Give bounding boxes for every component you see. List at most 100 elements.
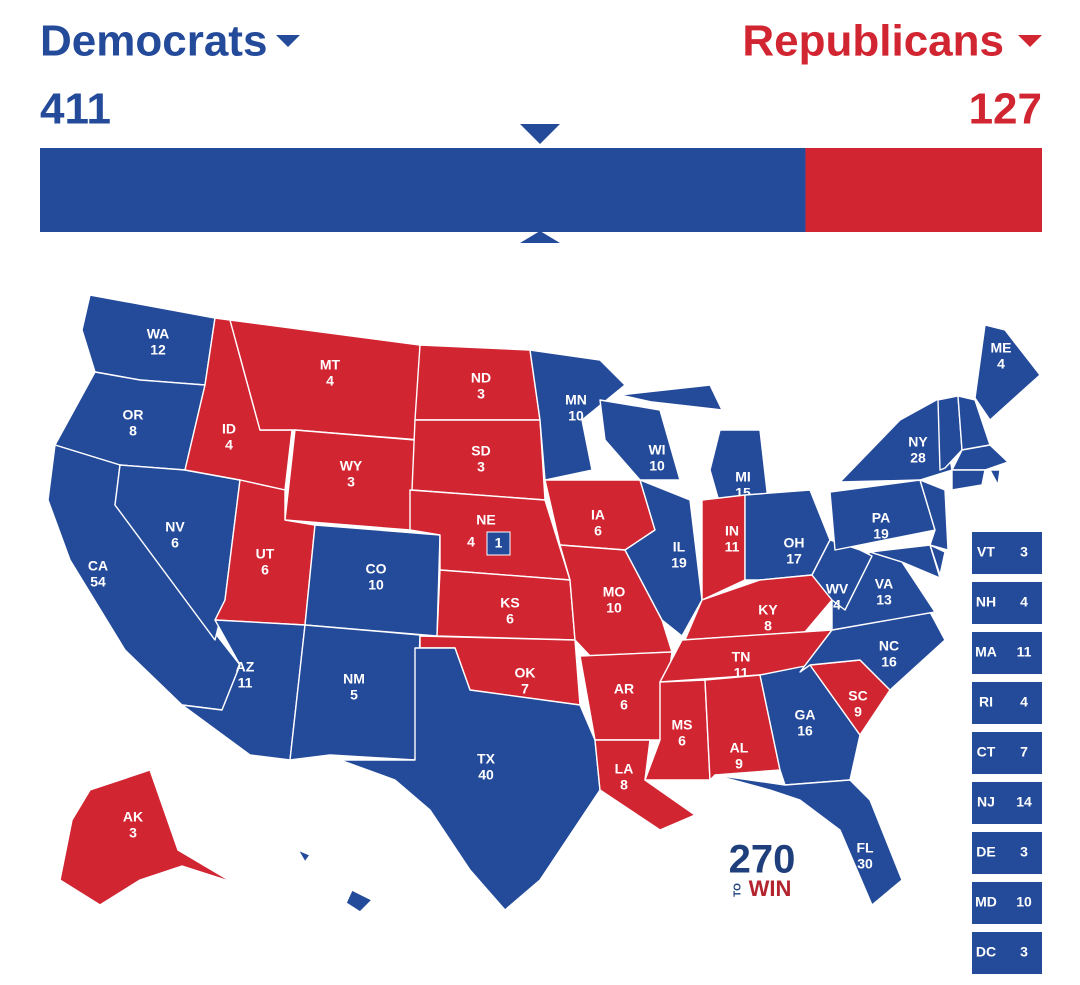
state-ev: 11 xyxy=(725,539,740,555)
state-ev: 8 xyxy=(129,423,137,439)
dem-bar xyxy=(40,148,806,232)
state-ev: 28 xyxy=(910,450,926,466)
callout-box xyxy=(972,632,1042,674)
state-ev: 6 xyxy=(261,562,269,578)
state-ev: 40 xyxy=(478,767,494,783)
state-ev: 54 xyxy=(90,574,106,590)
state xyxy=(59,769,233,906)
callout-ev: 3 xyxy=(1020,844,1028,860)
state xyxy=(974,324,1041,421)
rep-name[interactable]: Republicans xyxy=(742,17,1004,66)
state-ev: 8 xyxy=(620,777,628,793)
state-label: SC xyxy=(848,688,867,704)
state-label: WV xyxy=(826,581,849,597)
state xyxy=(289,624,421,761)
logo-win: WIN xyxy=(749,876,792,901)
state xyxy=(297,849,311,863)
callout-label: VT xyxy=(977,544,995,560)
dem-name[interactable]: Democrats xyxy=(40,17,267,66)
logo-number: 270 xyxy=(729,838,796,882)
state-label: WI xyxy=(648,442,665,458)
callout-ev: 10 xyxy=(1016,894,1032,910)
state-label: OR xyxy=(123,407,144,423)
state-ev: 6 xyxy=(594,523,602,539)
state-ev: 4 xyxy=(467,534,475,550)
callout-ev: 7 xyxy=(1020,744,1028,760)
state-label: OH xyxy=(784,535,805,551)
callout-box xyxy=(972,532,1042,574)
state-label: CO xyxy=(366,561,387,577)
state-ev: 10 xyxy=(606,600,622,616)
district-box xyxy=(486,531,511,556)
state-ev: 8 xyxy=(764,618,772,634)
callout-box xyxy=(972,832,1042,874)
state-label: FL xyxy=(856,840,874,856)
callout-label: MD xyxy=(975,894,997,910)
state-ev: 10 xyxy=(568,408,584,424)
state-label: AL xyxy=(730,740,749,756)
state-ev: 3 xyxy=(477,386,485,402)
state xyxy=(919,479,949,551)
state-ev: 5 xyxy=(350,687,358,703)
rep-bar xyxy=(805,148,1042,232)
state xyxy=(594,739,696,831)
state-label: ME xyxy=(991,340,1012,356)
state xyxy=(714,774,903,906)
state-ev: 6 xyxy=(678,733,686,749)
state-ev: 4 xyxy=(225,437,233,453)
logo-to: TO xyxy=(733,883,744,897)
state-label: NV xyxy=(165,519,185,535)
state-ev: 4 xyxy=(833,597,841,613)
state-ev: 11 xyxy=(238,675,253,691)
state-ev: 6 xyxy=(171,535,179,551)
state-ev: 12 xyxy=(150,342,166,358)
rep-dropdown[interactable] xyxy=(1018,35,1042,47)
state xyxy=(989,469,1001,486)
state-label: MT xyxy=(320,357,341,373)
state-ev: 3 xyxy=(347,474,355,490)
state-label: TX xyxy=(477,751,496,767)
state-label: UT xyxy=(256,546,275,562)
state-label: IN xyxy=(725,523,739,539)
callout-label: DC xyxy=(976,944,996,960)
callout-box xyxy=(972,782,1042,824)
state xyxy=(529,349,626,481)
state-label: ID xyxy=(222,421,236,437)
state-label: NE xyxy=(476,512,495,528)
state-label: VA xyxy=(875,576,893,592)
callout-ev: 3 xyxy=(1020,544,1028,560)
state-ev: 16 xyxy=(881,654,897,670)
state-label: PA xyxy=(872,510,890,526)
state-ev: 6 xyxy=(506,611,514,627)
callout-ev: 4 xyxy=(1020,594,1028,610)
state xyxy=(345,889,373,913)
state-ev: 10 xyxy=(649,458,665,474)
state-ev: 19 xyxy=(873,526,889,542)
state-label: MI xyxy=(735,469,751,485)
state-label: IA xyxy=(591,507,605,523)
state-label: MO xyxy=(603,584,626,600)
state xyxy=(599,399,681,481)
state-label: KS xyxy=(500,595,519,611)
callout-label: MA xyxy=(975,644,997,660)
state-label: AZ xyxy=(236,659,255,675)
state-label: IL xyxy=(673,539,686,555)
callout-box xyxy=(972,882,1042,924)
callout-label: DE xyxy=(976,844,995,860)
state-ev: 13 xyxy=(876,592,892,608)
callout-box xyxy=(972,932,1042,974)
state-ev: 7 xyxy=(521,681,529,697)
state-label: TN xyxy=(732,649,751,665)
state-label: SD xyxy=(471,443,490,459)
state xyxy=(869,544,941,579)
state-label: MN xyxy=(565,392,587,408)
state-ev: 4 xyxy=(326,373,334,389)
dem-dropdown[interactable] xyxy=(276,35,300,47)
state-ev: 10 xyxy=(368,577,384,593)
state xyxy=(951,469,986,491)
state-label: AR xyxy=(614,681,634,697)
dem-total: 411 xyxy=(40,85,111,134)
callout-ev: 11 xyxy=(1017,644,1032,660)
state-label: KY xyxy=(758,602,778,618)
